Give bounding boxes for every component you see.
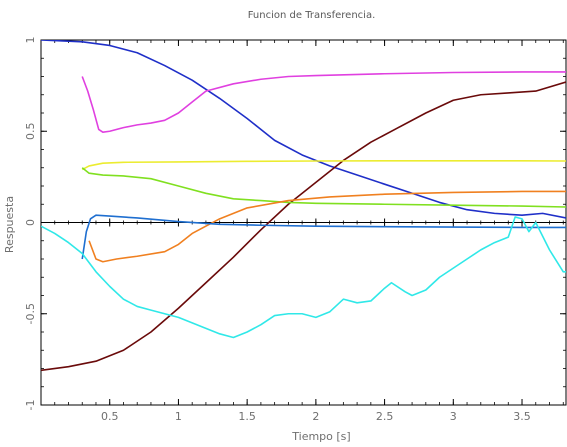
x-axis-title: Tiempo [s] (291, 430, 350, 443)
series-line-7 (81, 214, 566, 260)
x-tick-label: 2.5 (376, 410, 394, 423)
x-tick-label: 1.5 (238, 410, 256, 423)
chart-title: Funcion de Transferencia. (248, 10, 376, 21)
series-line-6 (88, 190, 566, 263)
y-tick-label: -0.5 (24, 303, 37, 324)
series-line-3 (41, 81, 566, 372)
y-tick-label: 1 (24, 37, 37, 44)
y-tick-label: 0.5 (24, 123, 37, 141)
series-line-8 (41, 216, 566, 339)
x-tick-label: 0.5 (101, 410, 119, 423)
series-line-5 (81, 167, 566, 208)
x-tick-label: 1 (175, 410, 182, 423)
x-tick-label: 3.5 (513, 410, 531, 423)
y-axis-title: Respuesta (3, 196, 16, 253)
series-line-4 (81, 160, 566, 171)
y-tick-label: -1 (24, 400, 37, 411)
x-tick-label: 2 (312, 410, 319, 423)
y-tick-label: 0 (24, 219, 37, 226)
series-line-2 (81, 71, 566, 133)
x-tick-label: 3 (450, 410, 457, 423)
plot-area: 0.5 1 1.5 2 2.5 3 3.5 -1 -0.5 0 0.5 1 (24, 37, 567, 423)
